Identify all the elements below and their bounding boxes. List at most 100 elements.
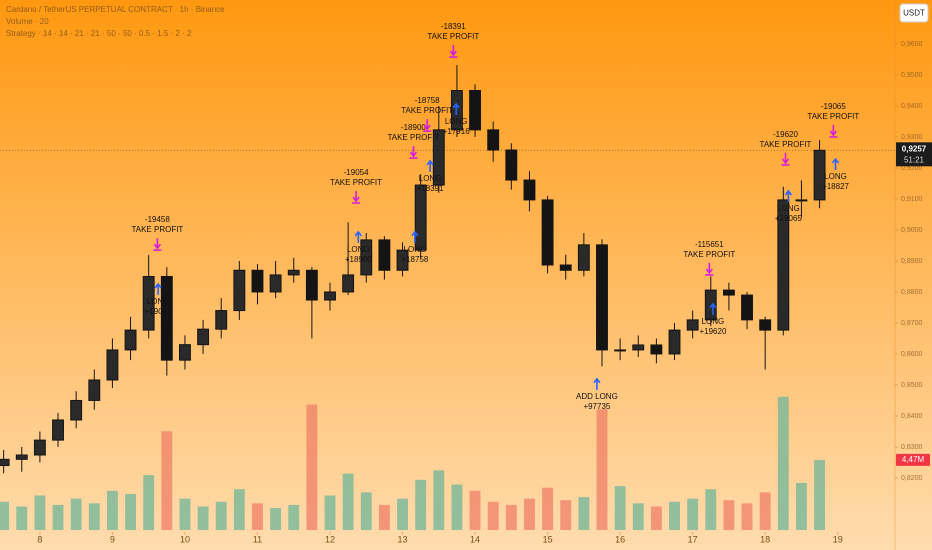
take-profit-arrow bbox=[829, 124, 838, 138]
x-tick-label: 8 bbox=[37, 534, 42, 544]
long-label: +19065 bbox=[775, 214, 802, 223]
volume-tag: 4,47M bbox=[902, 455, 925, 464]
volume-bar bbox=[687, 498, 699, 530]
long-label: LONG bbox=[404, 245, 427, 254]
volume-bar bbox=[795, 482, 807, 530]
volume-tag-box bbox=[896, 453, 930, 466]
volume-bar bbox=[469, 490, 481, 530]
volume-bar bbox=[252, 503, 263, 530]
currency-button-label[interactable]: USDT bbox=[903, 9, 925, 18]
volume-bar bbox=[233, 489, 245, 530]
currency-button-box[interactable] bbox=[899, 3, 929, 23]
take-profit-label: TAKE PROFIT bbox=[330, 178, 382, 187]
volume-bar bbox=[759, 492, 771, 530]
volume-bar bbox=[0, 501, 10, 530]
volume-bar bbox=[433, 470, 445, 530]
take-profit-arrow bbox=[781, 152, 790, 166]
y-tick-label: 0,9400 bbox=[901, 103, 923, 110]
take-profit-label: -19054 bbox=[344, 168, 369, 177]
long-label: LONG bbox=[147, 297, 170, 306]
x-tick-label: 15 bbox=[543, 534, 553, 544]
volume-bar bbox=[34, 495, 46, 530]
long-label: +18827 bbox=[822, 182, 849, 191]
x-tick-label: 12 bbox=[325, 534, 335, 544]
candle-body bbox=[33, 439, 46, 456]
candle-body bbox=[487, 129, 500, 151]
candle-body bbox=[577, 244, 590, 271]
volume-bar bbox=[814, 459, 826, 530]
volume-bar bbox=[777, 396, 789, 530]
volume-bar bbox=[415, 479, 427, 530]
x-tick-label: 17 bbox=[688, 534, 698, 544]
long-arrow bbox=[452, 102, 460, 115]
strategy-header: Strategy · 14 · 14 · 21 · 21 · 50 · 50 ·… bbox=[6, 29, 192, 38]
take-profit-label: TAKE PROFIT bbox=[683, 250, 735, 259]
volume-bar bbox=[342, 473, 354, 530]
volume-bar bbox=[560, 500, 572, 530]
symbol-header: Cardano / TetherUS PERPETUAL CONTRACT · … bbox=[6, 5, 225, 14]
candle-body bbox=[88, 379, 101, 401]
volume-bar bbox=[705, 489, 717, 530]
candle-body bbox=[70, 399, 83, 421]
volume-bar bbox=[487, 501, 499, 530]
long-label: LONG bbox=[445, 117, 468, 126]
last-price-box bbox=[896, 142, 932, 167]
candle-body bbox=[179, 344, 191, 361]
long-label: +18758 bbox=[401, 255, 428, 264]
x-tick-label: 11 bbox=[253, 534, 262, 544]
volume-bar bbox=[16, 506, 28, 530]
candle-body bbox=[106, 349, 119, 381]
candle-body bbox=[523, 179, 536, 201]
y-tick-label: 0,9000 bbox=[901, 227, 923, 234]
long-label: LONG bbox=[702, 317, 725, 326]
long-arrow bbox=[411, 230, 419, 243]
take-profit-label: -19620 bbox=[773, 130, 798, 139]
long-arrow bbox=[154, 282, 162, 295]
long-arrow bbox=[426, 159, 434, 172]
long-label: LONG bbox=[419, 174, 442, 183]
candle-body bbox=[686, 319, 699, 331]
volume-bar bbox=[650, 506, 662, 530]
volume-bar bbox=[125, 493, 136, 530]
volume-bar bbox=[88, 503, 100, 530]
take-profit-arrow bbox=[449, 45, 458, 58]
x-tick-label: 14 bbox=[470, 534, 480, 544]
candle-body bbox=[741, 294, 753, 321]
take-profit-label: -18758 bbox=[415, 96, 440, 105]
volume-bar bbox=[288, 504, 300, 530]
candle-body bbox=[650, 344, 663, 355]
long-label: +17916 bbox=[443, 127, 470, 136]
x-tick-label: 10 bbox=[180, 534, 190, 544]
long-label: +97735 bbox=[583, 402, 610, 411]
y-tick-label: 0,8500 bbox=[901, 382, 923, 389]
take-profit-label: -115651 bbox=[695, 240, 724, 249]
last-price-label: 0,9257 bbox=[902, 144, 927, 153]
take-profit-label: TAKE PROFIT bbox=[131, 225, 183, 234]
y-tick-label: 0,9300 bbox=[901, 134, 923, 141]
candle-body bbox=[287, 269, 300, 276]
long-arrow bbox=[784, 189, 793, 202]
volume-bar bbox=[106, 490, 118, 530]
volume-bar bbox=[378, 504, 390, 530]
candle-body bbox=[342, 274, 355, 293]
take-profit-label: TAKE PROFIT bbox=[760, 140, 812, 149]
take-profit-label: TAKE PROFIT bbox=[387, 133, 439, 142]
volume-bar bbox=[614, 486, 626, 530]
currency-button[interactable]: USDT bbox=[899, 3, 929, 23]
long-arrow bbox=[831, 157, 840, 171]
y-tick-label: 0,8600 bbox=[901, 351, 923, 358]
volume-bar bbox=[596, 409, 608, 530]
long-arrow bbox=[593, 377, 601, 390]
long-arrow bbox=[709, 302, 717, 315]
volume-bar bbox=[632, 503, 644, 530]
long-label: LONG bbox=[824, 172, 847, 181]
countdown-label: 51:21 bbox=[904, 155, 925, 164]
y-tick-label: 0,9600 bbox=[901, 41, 923, 48]
take-profit-label: TAKE PROFIT bbox=[401, 106, 453, 115]
x-tick-label: 18 bbox=[760, 534, 770, 544]
candle-body bbox=[759, 319, 772, 331]
take-profit-arrow bbox=[705, 262, 714, 276]
y-tick-label: 0,8400 bbox=[901, 413, 923, 420]
volume-bar bbox=[451, 484, 463, 530]
